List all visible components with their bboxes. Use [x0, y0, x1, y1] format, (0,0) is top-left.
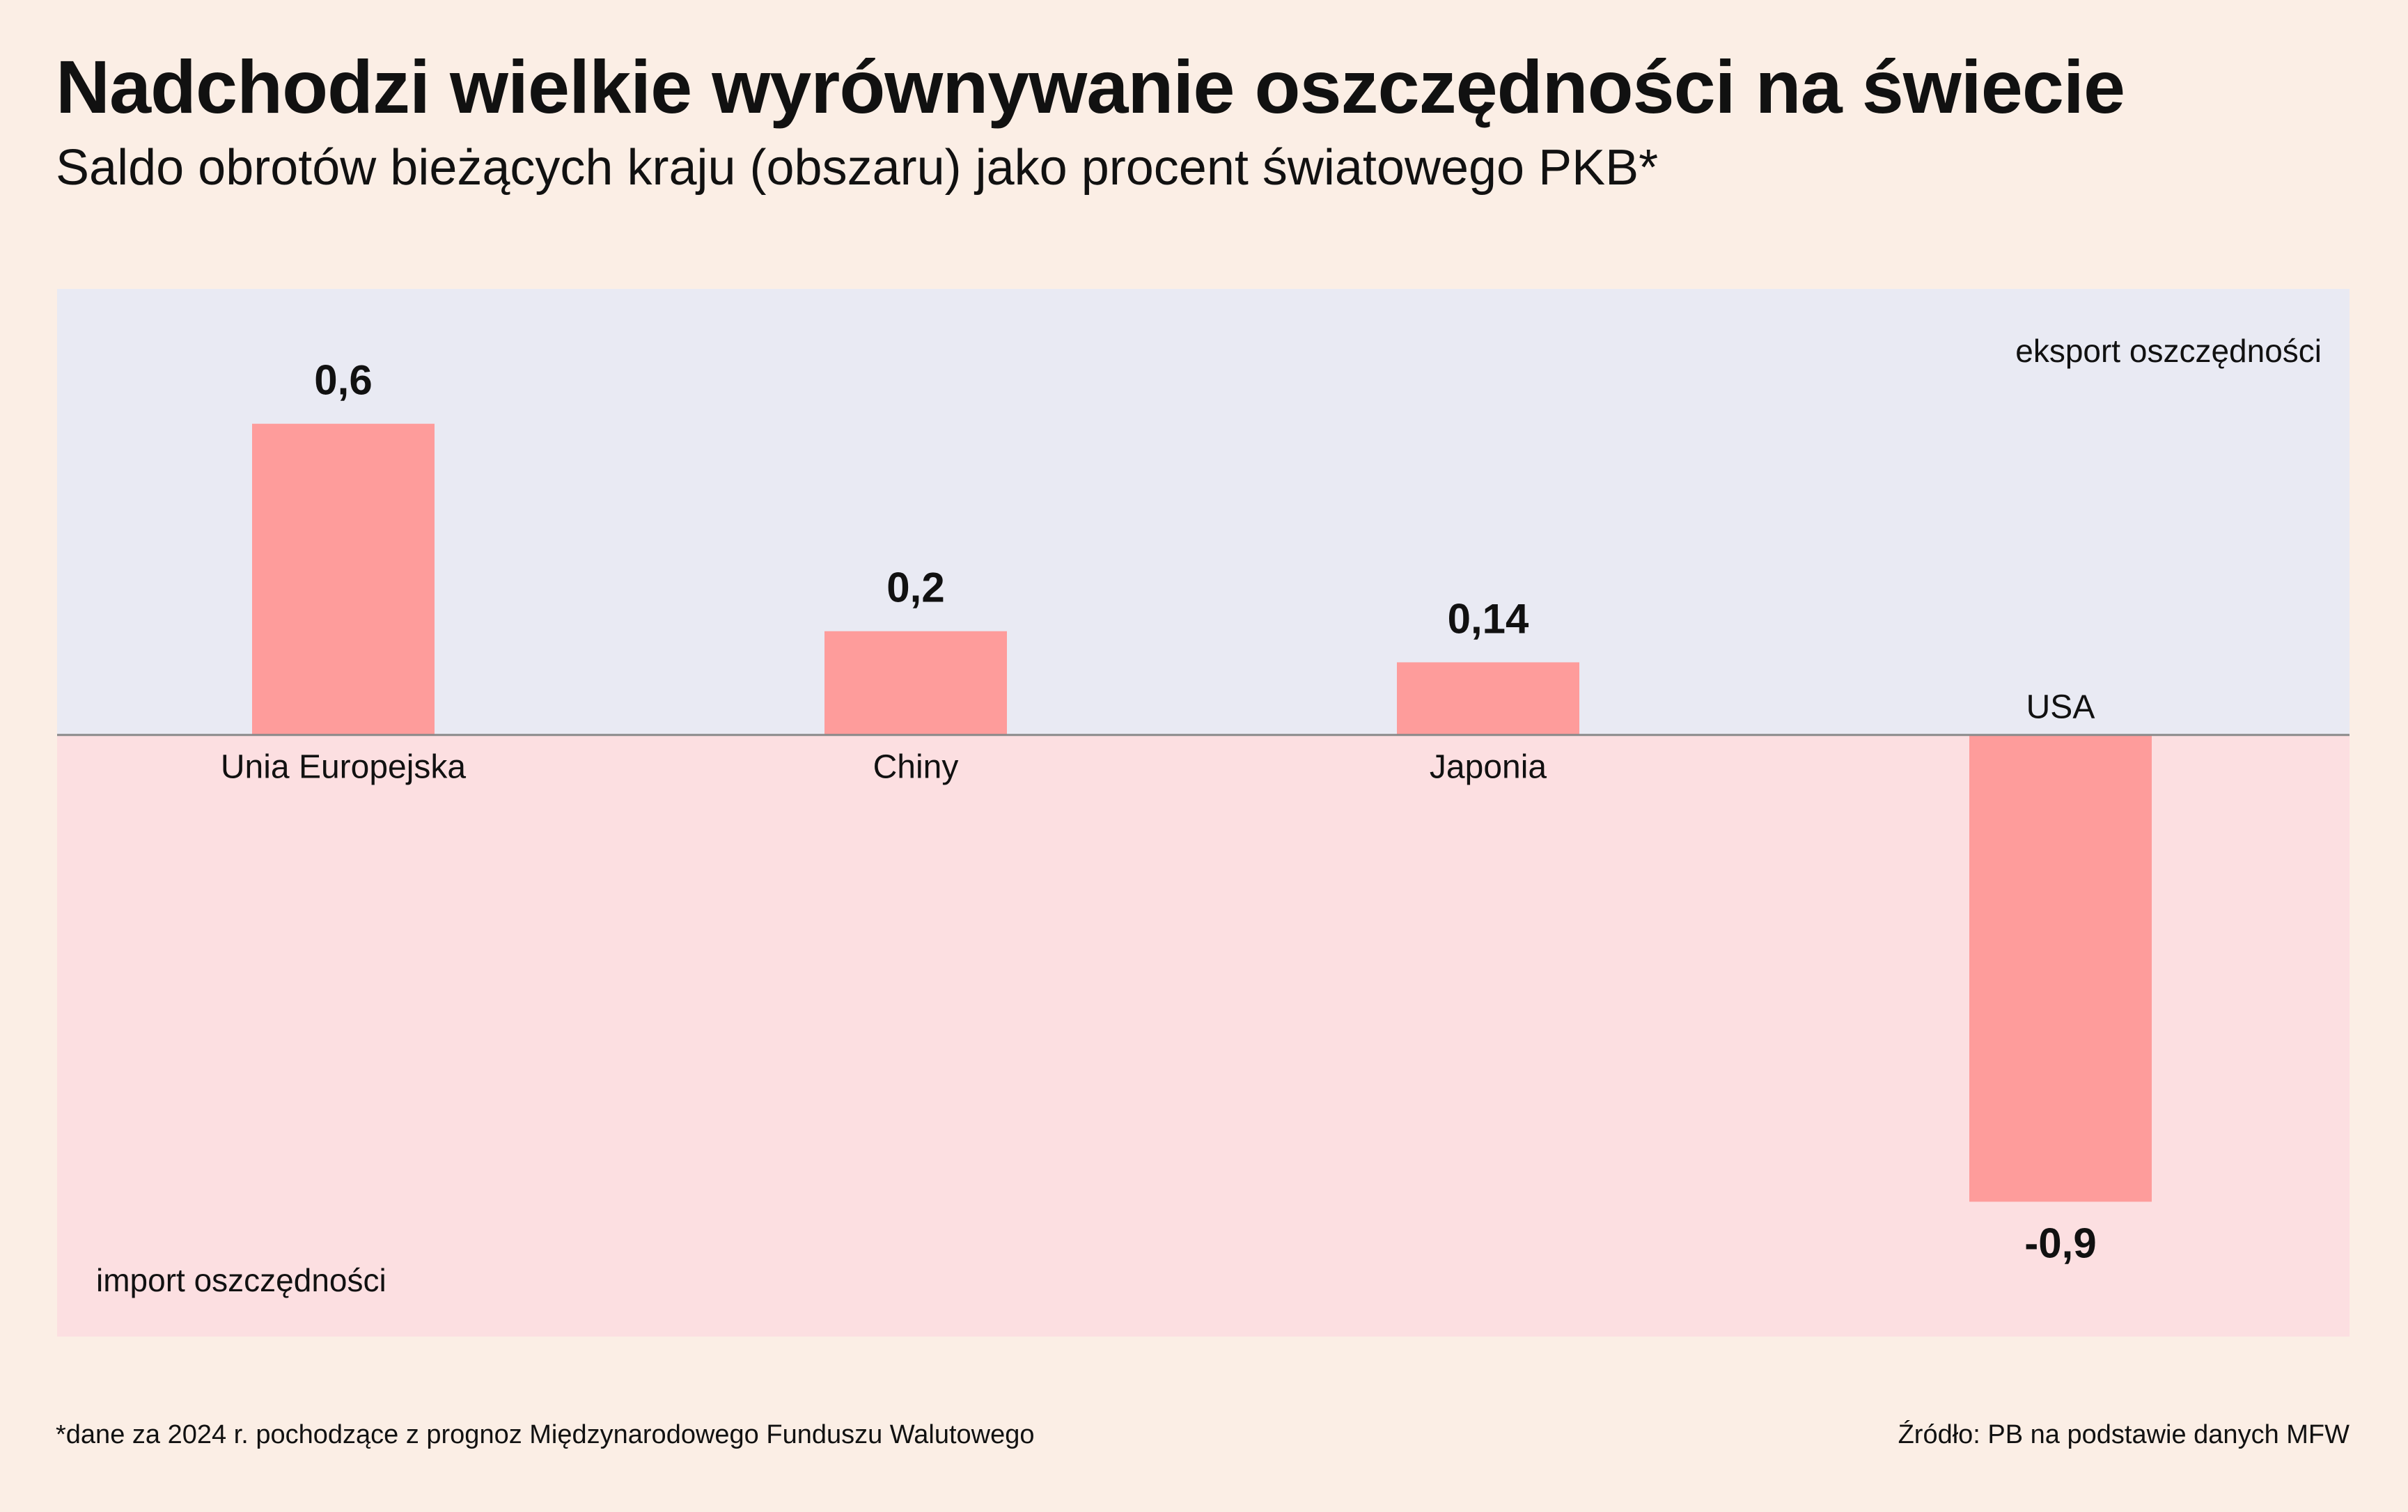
- category-label: Unia Europejska: [221, 749, 467, 786]
- region-label-positive: eksport oszczędności: [2015, 333, 2322, 369]
- category-label: Chiny: [873, 749, 959, 786]
- negative-region: [57, 734, 2350, 1337]
- positive-region: [57, 289, 2350, 735]
- bar: [252, 423, 435, 735]
- bar: [824, 631, 1007, 735]
- data-label: 0,14: [1448, 595, 1529, 642]
- bar: [1969, 734, 2152, 1202]
- data-label: 0,6: [314, 357, 372, 404]
- data-label: 0,2: [886, 565, 944, 611]
- region-label-negative: import oszczędności: [96, 1262, 386, 1298]
- chart-subtitle: Saldo obrotów bieżących kraju (obszaru) …: [56, 140, 1659, 196]
- chart-title: Nadchodzi wielkie wyrównywanie oszczędno…: [56, 45, 2125, 129]
- footnote: *dane za 2024 r. pochodzące z prognoz Mi…: [56, 1420, 1035, 1449]
- source-note: Źródło: PB na podstawie danych MFW: [1898, 1420, 2350, 1449]
- data-label: -0,9: [2024, 1220, 2096, 1266]
- category-label: USA: [2026, 689, 2095, 726]
- bar: [1397, 662, 1579, 735]
- category-label: Japonia: [1430, 749, 1547, 786]
